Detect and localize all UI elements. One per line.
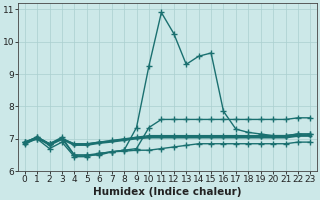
X-axis label: Humidex (Indice chaleur): Humidex (Indice chaleur) <box>93 187 242 197</box>
